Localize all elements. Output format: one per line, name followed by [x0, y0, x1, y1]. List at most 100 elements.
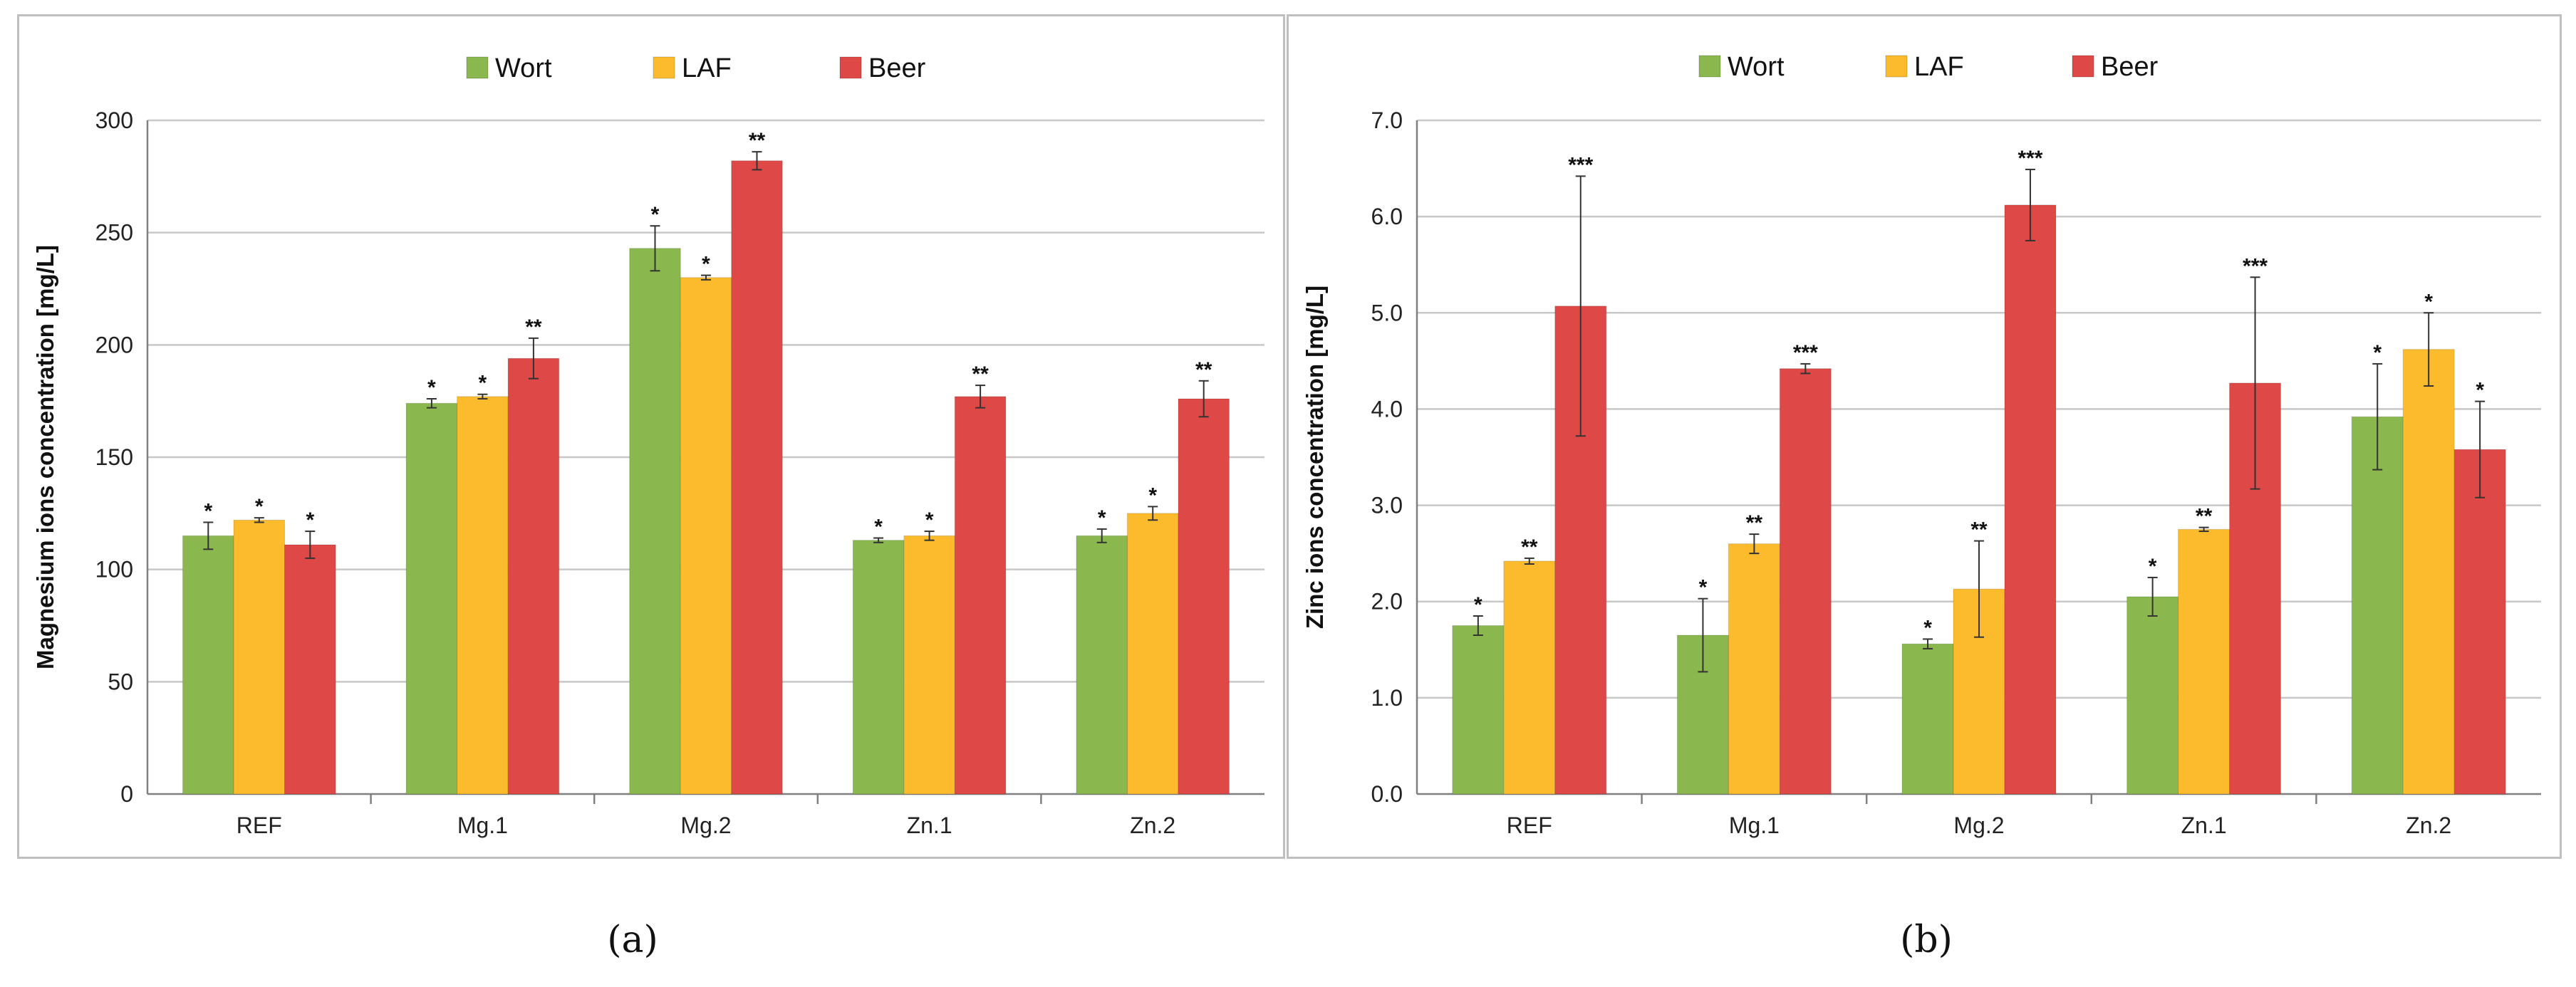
bar-wort [852, 540, 905, 795]
significance-label: * [2424, 290, 2433, 313]
x-tick-label: Mg.1 [457, 813, 508, 838]
significance-label: * [1923, 616, 1932, 639]
significance-label: * [651, 203, 660, 226]
significance-label: * [427, 376, 436, 400]
bar-beer [954, 396, 1007, 795]
y-axis-title: Zinc ions concentration [mg/L] [1302, 286, 1328, 629]
significance-label: * [2373, 341, 2382, 365]
significance-label: * [255, 495, 264, 518]
bar-laf [1126, 513, 1179, 795]
y-tick-label: 3.0 [1371, 493, 1403, 518]
x-tick-label: Zn.1 [907, 813, 952, 838]
significance-label: * [306, 508, 314, 532]
significance-label: * [874, 516, 883, 539]
caption-b: (b) [1900, 919, 1953, 961]
x-tick-label: Mg.2 [680, 813, 731, 838]
significance-label: * [1148, 484, 1157, 507]
x-tick-label: REF [1507, 813, 1552, 838]
significance-label: ** [525, 315, 542, 339]
y-tick-label: 6.0 [1371, 204, 1403, 229]
y-axis-title: Magnesium ions concentration [mg/L] [32, 245, 58, 669]
significance-label: ** [1521, 536, 1538, 559]
significance-label: ** [972, 362, 989, 386]
bar-beer [284, 544, 336, 795]
y-tick-label: 300 [95, 108, 133, 133]
legend-label-beer: Beer [868, 53, 926, 83]
significance-label: ** [1195, 358, 1212, 382]
caption-a: (a) [607, 919, 658, 961]
significance-label: *** [2243, 254, 2268, 278]
x-tick-label: Zn.2 [2406, 813, 2451, 838]
x-tick-label: Zn.1 [2181, 813, 2227, 838]
legend-swatch-laf [653, 56, 675, 79]
significance-label: * [2476, 379, 2484, 402]
bar-laf [680, 277, 732, 795]
legend-swatch-wort [466, 56, 489, 79]
y-tick-label: 200 [95, 332, 133, 357]
significance-label: ** [2196, 505, 2213, 528]
bar-wort [2351, 416, 2404, 795]
bar-wort [1452, 625, 1505, 795]
legend-label-laf: LAF [682, 53, 732, 83]
significance-label: *** [1793, 341, 1818, 365]
significance-label: * [1699, 576, 1708, 600]
panel-b-zinc-chart: 0.0 1.0 2.0 3.0 4.0 5.0 6.0 7.0 Zinc ions concen… [1287, 14, 2562, 859]
x-tick-label: Zn.2 [1130, 813, 1175, 838]
bar-beer [1779, 368, 1832, 795]
significance-label: * [925, 508, 934, 532]
significance-label: ** [1746, 511, 1763, 535]
significance-label: *** [1568, 153, 1593, 177]
y-tick-label: 100 [95, 557, 133, 583]
legend-swatch-beer [839, 56, 862, 79]
bar-wort [1901, 643, 1954, 795]
zinc-chart-svg: 0.0 1.0 2.0 3.0 4.0 5.0 6.0 7.0 Zinc ions concen… [1302, 52, 2541, 838]
bar-wort [182, 535, 234, 795]
significance-label: * [1474, 593, 1482, 617]
significance-label: * [2149, 555, 2157, 578]
bar-laf [2178, 528, 2230, 795]
bar-wort [2126, 596, 2179, 795]
legend-label-wort: Wort [495, 53, 552, 83]
bar-wort [629, 248, 681, 795]
y-tick-label: 5.0 [1371, 300, 1403, 325]
bar-wort [405, 402, 458, 795]
legend-swatch-wort [1698, 55, 1721, 78]
significance-label: * [479, 372, 487, 395]
x-tick-label: REF [237, 813, 282, 838]
legend-swatch-laf [1885, 55, 1908, 78]
y-tick-label: 0.0 [1371, 781, 1403, 807]
bar-laf [1728, 543, 1780, 795]
bar-beer [731, 160, 783, 795]
y-tick-label: 250 [95, 220, 133, 246]
significance-label: * [702, 253, 710, 276]
y-tick-label: 150 [95, 444, 133, 470]
y-tick-label: 2.0 [1371, 589, 1403, 615]
y-tick-label: 50 [108, 669, 133, 694]
y-tick-label: 7.0 [1371, 108, 1403, 133]
significance-label: * [1098, 506, 1106, 530]
bar-beer [2004, 204, 2057, 795]
bar-beer [1178, 398, 1230, 795]
magnesium-chart-svg: 0 50 100 150 200 250 300 Magnesium ions concent… [32, 53, 1264, 838]
y-tick-label: 1.0 [1371, 685, 1403, 711]
x-tick-label: Mg.1 [1729, 813, 1780, 838]
y-tick-label: 0 [120, 781, 133, 807]
bar-laf [1503, 560, 1556, 795]
legend-label-beer: Beer [2101, 52, 2159, 82]
significance-label: *** [2017, 147, 2042, 170]
bar-laf [233, 519, 286, 795]
legend-label-laf: LAF [1914, 52, 1964, 82]
legend-label-wort: Wort [1728, 52, 1785, 82]
y-tick-label: 4.0 [1371, 396, 1403, 422]
bar-laf [457, 396, 509, 795]
significance-label: ** [749, 129, 766, 152]
legend-swatch-beer [2072, 55, 2094, 78]
bar-beer [2453, 449, 2506, 795]
bar-beer [507, 357, 560, 795]
significance-label: * [204, 499, 212, 523]
bar-laf [2402, 349, 2455, 795]
x-tick-label: Mg.2 [1953, 813, 2004, 838]
panel-a-magnesium-chart: 0 50 100 150 200 250 300 Magnesium ions concent… [17, 14, 1285, 859]
bar-laf [903, 535, 955, 795]
bar-wort [1076, 535, 1128, 795]
